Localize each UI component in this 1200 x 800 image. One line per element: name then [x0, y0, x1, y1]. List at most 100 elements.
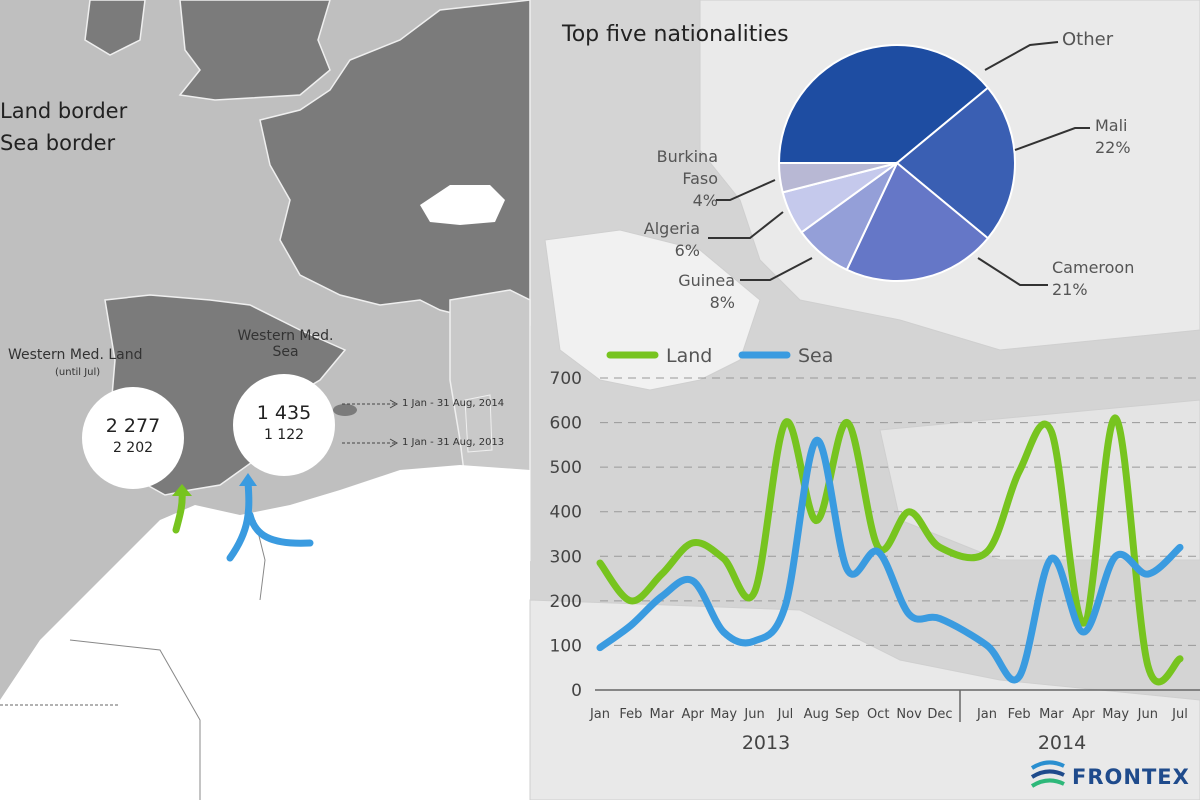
data-point-land — [1179, 658, 1181, 660]
x-tick-label: Mar — [1039, 707, 1064, 722]
pie-leader-algeria — [708, 211, 784, 239]
x-tick-label: Jun — [743, 707, 764, 722]
balkans-landmass — [544, 229, 761, 391]
y-tick-label: 700 — [550, 369, 582, 389]
y-tick-label: 500 — [550, 458, 582, 478]
y-tick-label: 600 — [550, 414, 582, 434]
x-tick-label: Nov — [896, 707, 922, 722]
pie-label-mali-name: Mali — [1095, 116, 1128, 135]
data-point-sea — [815, 439, 817, 441]
pie-label-burkina-name: Burkina Faso — [656, 147, 718, 188]
pie-slice-burkina-faso — [777, 162, 898, 194]
data-point-sea — [1083, 631, 1084, 633]
period-2013-pointer-head — [389, 438, 399, 448]
route-land-circle: 2 277 2 202 — [82, 387, 184, 489]
data-point-sea — [986, 644, 988, 646]
route-land-value-2013: 2 202 — [112, 440, 154, 456]
period-2014-label: 1 Jan - 31 Aug, 2014 — [402, 398, 505, 409]
data-point-land — [846, 422, 848, 424]
data-point-sea — [599, 647, 601, 649]
year-label: 2013 — [742, 732, 790, 754]
sea-route-arrow-branch — [246, 511, 314, 547]
pie-label-burkina-pct: 4% — [692, 191, 718, 210]
period-2013-label: 1 Jan - 31 Aug, 2013 — [402, 437, 505, 448]
data-point-land — [1115, 417, 1117, 419]
data-point-land — [754, 591, 756, 593]
route-land-value-2014: 2 277 — [105, 415, 161, 437]
period-2014-pointer-head — [389, 399, 399, 409]
data-point-land — [692, 542, 694, 544]
route-sea-value-2013: 1 122 — [263, 427, 305, 443]
pie-label-mali-pct: 22% — [1095, 138, 1131, 157]
data-point-land — [661, 573, 663, 575]
pie-label-cameroon-pct: 21% — [1052, 280, 1088, 299]
pie-label-cameroon: Cameroon 21% — [1052, 257, 1134, 301]
data-point-sea — [661, 595, 663, 597]
data-point-sea — [1050, 558, 1052, 560]
pie-slice-mali — [895, 86, 1016, 240]
y-tick-label: 100 — [550, 636, 582, 656]
x-tick-label: May — [1102, 707, 1129, 722]
frontex-logo-icon — [1030, 760, 1065, 788]
data-point-land — [815, 520, 817, 522]
series-line-land — [596, 414, 1184, 686]
data-point-sea — [1115, 555, 1117, 557]
legend-land-border: Land border — [0, 99, 128, 123]
sea-route-arrow — [226, 478, 253, 562]
route-sea-value-2014: 1 435 — [256, 402, 312, 424]
y-tick-label: 300 — [550, 547, 582, 567]
x-tick-label: Jan — [589, 707, 610, 722]
pie-slice-cameroon — [845, 161, 990, 282]
pie-leader-cameroon — [977, 257, 1048, 286]
frontex-brand: FRONTEX — [1072, 765, 1190, 789]
x-tick-label: Sep — [835, 707, 860, 722]
pie-leader-burkina-faso — [716, 179, 776, 201]
data-point-land — [784, 422, 786, 424]
route-land-sub: (until Jul) — [55, 367, 101, 378]
data-point-sea — [692, 580, 694, 582]
pie-label-cameroon-name: Cameroon — [1052, 258, 1135, 277]
x-tick-label: Feb — [1008, 707, 1031, 722]
pie-label-guinea-name: Guinea — [678, 271, 735, 290]
pie-leader-other — [984, 41, 1059, 71]
data-point-sea — [1179, 546, 1181, 548]
data-point-sea — [1147, 573, 1149, 575]
switzerland-shape — [420, 185, 505, 225]
sea-route-arrowhead — [239, 473, 257, 486]
data-point-land — [723, 558, 725, 560]
x-tick-label: Oct — [867, 707, 889, 722]
africa-border-2 — [69, 639, 201, 800]
x-tick-label: May — [710, 707, 737, 722]
x-tick-label: Jan — [976, 707, 997, 722]
data-point-sea — [846, 569, 848, 571]
data-point-land — [1147, 664, 1149, 666]
x-tick-label: Aug — [804, 707, 829, 722]
data-point-sea — [877, 551, 879, 553]
route-sea-name-line1: Western Med. — [237, 328, 334, 344]
data-point-land — [939, 546, 941, 548]
x-tick-label: Apr — [681, 707, 704, 722]
data-point-sea — [754, 640, 756, 642]
sardinia-shape — [464, 394, 493, 453]
data-point-land — [1050, 430, 1052, 432]
data-point-land — [1083, 622, 1084, 624]
data-point-sea — [1018, 676, 1020, 678]
data-point-sea — [939, 618, 941, 620]
ireland-landmass — [84, 0, 146, 56]
data-point-land — [986, 551, 988, 553]
britain-landmass — [178, 0, 331, 101]
pie-label-algeria-name: Algeria — [643, 219, 700, 238]
north-africa-landmass — [0, 465, 530, 800]
route-land-name: Western Med. Land — [8, 347, 143, 363]
data-point-sea — [784, 604, 786, 606]
x-tick-label: Dec — [927, 707, 952, 722]
pie-label-algeria-pct: 6% — [674, 241, 700, 260]
data-point-sea — [630, 624, 632, 626]
legend-sea-border: Sea border — [0, 131, 116, 155]
data-point-land — [599, 562, 601, 564]
route-sea-circle: 1 435 1 122 — [233, 374, 335, 476]
pie-slice-other — [777, 44, 990, 164]
balearic-islands — [333, 404, 357, 416]
